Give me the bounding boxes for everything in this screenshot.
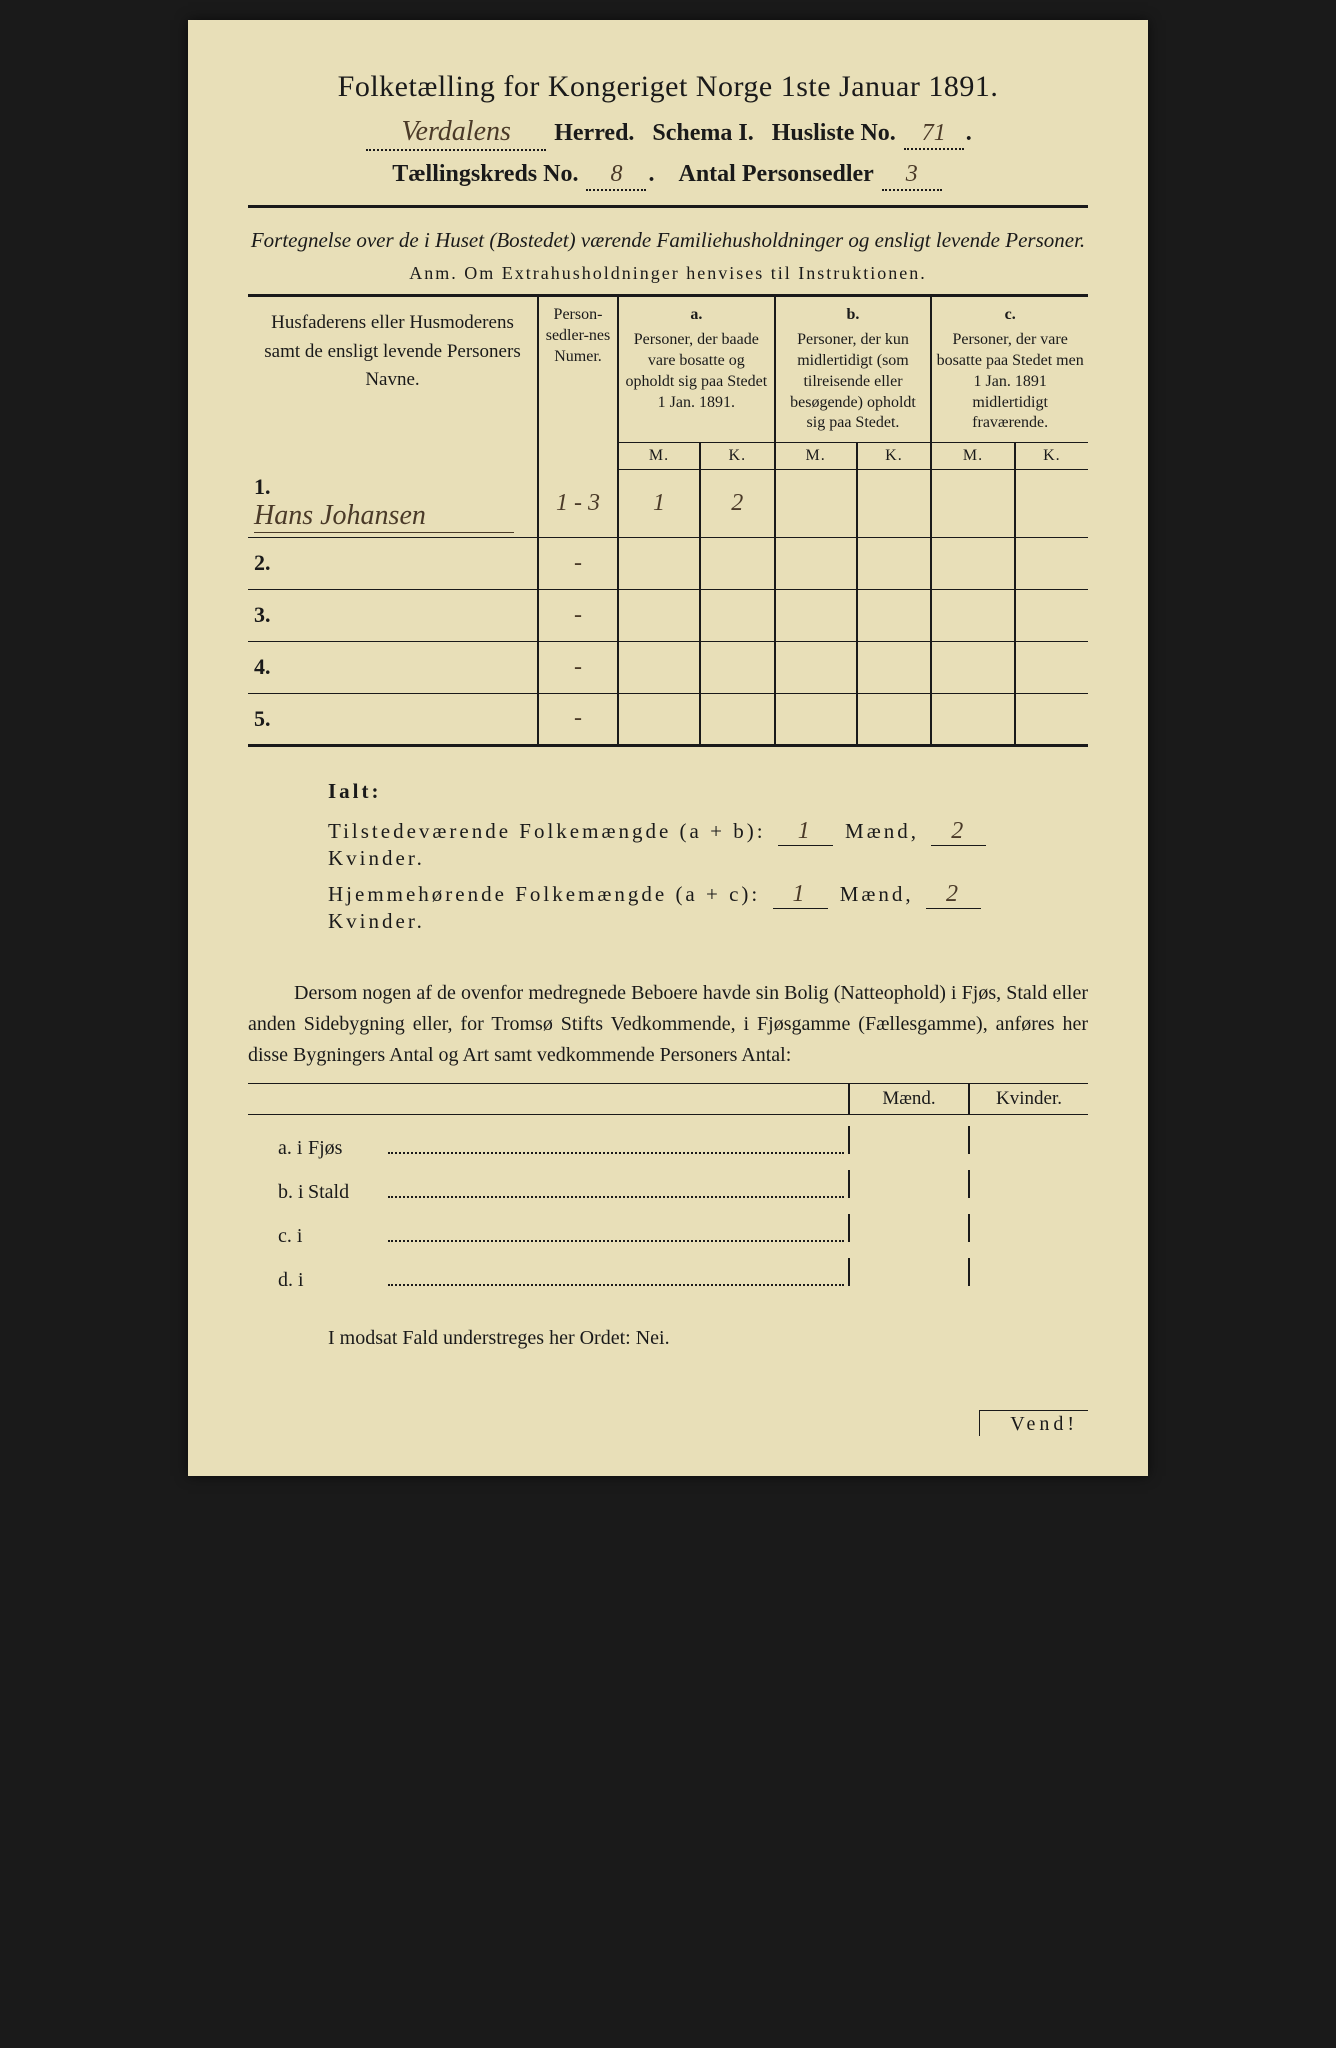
main-title: Folketælling for Kongeriget Norge 1ste J… <box>248 70 1088 104</box>
totals-line-2: Hjemmehørende Folkemængde (a + c): 1 Mæn… <box>328 881 1088 934</box>
divider <box>248 205 1088 208</box>
sedler-label: Antal Personsedler <box>678 161 873 187</box>
sublist: a. i Fjøs b. i Stald c. i d. i <box>248 1121 1088 1297</box>
table-row: 4.- <box>248 641 1088 693</box>
sedler-no-field: 3 <box>882 161 942 191</box>
kreds-label: Tællingskreds No. <box>392 161 578 187</box>
husliste-label: Husliste No. <box>772 120 896 146</box>
annotation: Anm. Om Extrahusholdninger henvises til … <box>248 263 1088 284</box>
main-table: Husfaderens eller Husmoderens samt de en… <box>248 294 1088 746</box>
subhead-b-k: K. <box>857 443 932 470</box>
table-row: 1.Hans Johansen1 - 312 <box>248 470 1088 538</box>
totals-block: Ialt: Tilstedeværende Folkemængde (a + b… <box>328 779 1088 934</box>
subhead-c-m: M. <box>931 443 1014 470</box>
subhead-a-k: K. <box>700 443 775 470</box>
header-line-3: Tællingskreds No. 8. Antal Personsedler … <box>248 161 1088 191</box>
sublist-row-c: c. i <box>248 1209 1088 1253</box>
paragraph: Dersom nogen af de ovenfor medregnede Be… <box>248 978 1088 1071</box>
totals-line-1: Tilstedeværende Folkemængde (a + b): 1 M… <box>328 818 1088 871</box>
kreds-no-field: 8 <box>586 161 646 191</box>
table-row: 2.- <box>248 537 1088 589</box>
col-header-b: b. Personer, der kun midlertidigt (som t… <box>775 296 932 443</box>
herred-label: Herred. <box>554 120 634 146</box>
sublist-row-d: d. i <box>248 1253 1088 1297</box>
col-header-names: Husfaderens eller Husmoderens samt de en… <box>248 296 538 470</box>
ialt-title: Ialt: <box>328 779 1088 804</box>
subhead-c-k: K. <box>1015 443 1088 470</box>
subhead-b-m: M. <box>775 443 857 470</box>
table-row: 3.- <box>248 589 1088 641</box>
herred-field: Verdalens <box>366 116 546 151</box>
vend-label: Vend! <box>979 1410 1088 1436</box>
sublist-row-a: a. i Fjøs <box>248 1121 1088 1165</box>
description: Fortegnelse over de i Huset (Bostedet) v… <box>248 226 1088 255</box>
mk-header: Mænd. Kvinder. <box>248 1083 1088 1115</box>
col-header-c: c. Personer, der vare bosatte paa Stedet… <box>931 296 1088 443</box>
table-row: 5.- <box>248 693 1088 745</box>
schema-label: Schema I. <box>652 120 753 146</box>
header-line-2: Verdalens Herred. Schema I. Husliste No.… <box>248 116 1088 151</box>
husliste-no-field: 71 <box>904 120 964 150</box>
sublist-row-b: b. i Stald <box>248 1165 1088 1209</box>
mk-kvinder: Kvinder. <box>968 1084 1088 1114</box>
col-header-a: a. Personer, der baade vare bosatte og o… <box>618 296 775 443</box>
mk-maend: Mænd. <box>848 1084 968 1114</box>
nei-line: I modsat Fald understreges her Ordet: Ne… <box>248 1327 1088 1350</box>
subhead-a-m: M. <box>618 443 700 470</box>
census-form-page: Folketælling for Kongeriget Norge 1ste J… <box>188 20 1148 1476</box>
col-header-numer: Person-sedler-nes Numer. <box>538 296 618 470</box>
